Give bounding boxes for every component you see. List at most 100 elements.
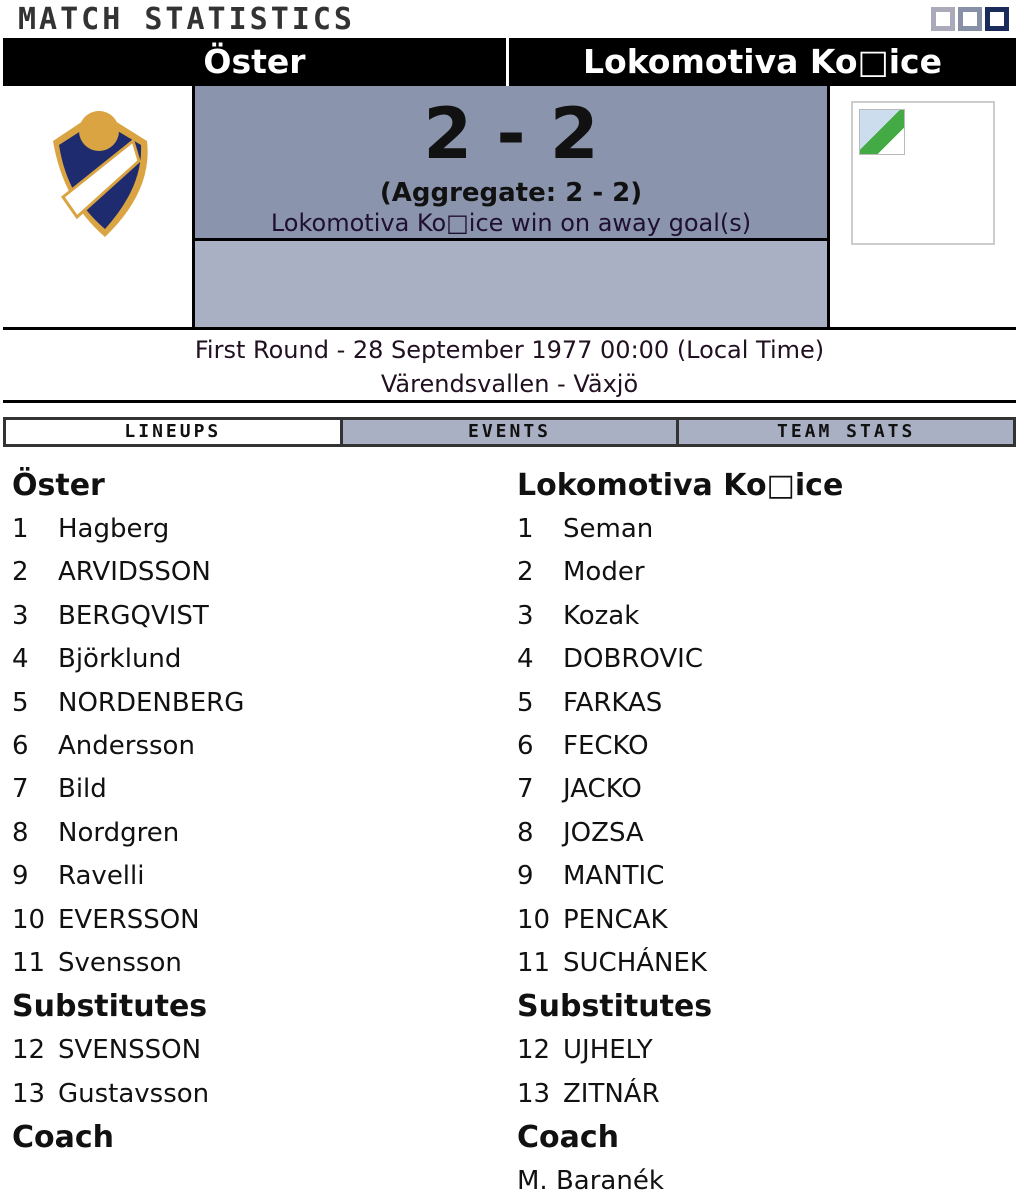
player-name[interactable]: NORDENBERG: [58, 687, 245, 718]
player-row: 10 EVERSSON: [12, 899, 502, 942]
coach-name: M. Baranék: [517, 1166, 664, 1197]
player-name[interactable]: FECKO: [563, 730, 649, 761]
player-row: 2 ARVIDSSON: [12, 551, 502, 594]
broken-image-icon: [859, 109, 905, 155]
player-name[interactable]: Gustavsson: [58, 1078, 210, 1109]
player-name[interactable]: Andersson: [58, 730, 195, 761]
shirt-number: 13: [517, 1078, 551, 1109]
player-row: 13 Gustavsson: [12, 1073, 502, 1116]
round-date: First Round - 28 September 1977 00:00 (L…: [194, 336, 825, 364]
restore-icon[interactable]: [958, 7, 982, 31]
player-name[interactable]: UJHELY: [563, 1035, 653, 1066]
player-name[interactable]: MANTIC: [563, 861, 665, 892]
shirt-number: 5: [517, 687, 534, 718]
player-name[interactable]: JACKO: [563, 774, 642, 805]
player-name[interactable]: Svensson: [58, 947, 182, 978]
player-name[interactable]: ZITNÁR: [563, 1078, 660, 1109]
shirt-number: 9: [12, 861, 29, 892]
minimize-icon[interactable]: [931, 7, 955, 31]
player-name[interactable]: Moder: [563, 557, 645, 588]
away-team-name[interactable]: Lokomotiva Ko□ice: [583, 42, 942, 81]
player-row: 5 NORDENBERG: [12, 682, 502, 725]
home-team-logo: [53, 111, 148, 237]
shirt-number: 1: [12, 514, 29, 544]
player-name[interactable]: Kozak: [563, 600, 640, 631]
shirt-number: 8: [12, 817, 29, 848]
tab-events[interactable]: Events: [339, 420, 677, 444]
shirt-number: 12: [12, 1035, 46, 1066]
shirt-number: 4: [12, 644, 29, 675]
tab-lineups[interactable]: Lineups: [6, 420, 340, 444]
substitutes-heading: Substitutes: [517, 989, 713, 1025]
player-name[interactable]: Björklund: [58, 644, 182, 675]
player-name[interactable]: Hagberg: [58, 514, 170, 544]
team-heading: Lokomotiva Ko□ice: [517, 468, 844, 503]
player-name[interactable]: Bild: [58, 774, 107, 805]
tab-team-stats[interactable]: Team Stats: [676, 420, 1014, 444]
shirt-number: 7: [517, 774, 534, 805]
page-title: Match Statistics: [18, 2, 355, 37]
shirt-number: 11: [12, 947, 46, 978]
player-name[interactable]: EVERSSON: [58, 904, 200, 935]
player-name[interactable]: Seman: [563, 514, 654, 544]
shirt-number: 10: [12, 904, 46, 935]
player-row: 11 Svensson: [12, 942, 502, 985]
player-name[interactable]: SVENSSON: [58, 1035, 202, 1066]
player-name[interactable]: JOZSA: [563, 817, 644, 848]
player-name[interactable]: SUCHÁNEK: [563, 947, 707, 978]
player-name[interactable]: FARKAS: [563, 687, 663, 718]
score-box: 2 - 2 (Aggregate: 2 - 2) Lokomotiva Ko□i…: [192, 86, 830, 330]
away-lineup: Lokomotiva Ko□ice 1 Seman 2 Moder 3 Kozak 4 DOBR…: [517, 464, 1007, 1203]
player-row: 3 Kozak: [517, 595, 1007, 638]
player-row: 13 ZITNÁR: [517, 1073, 1007, 1116]
player-name[interactable]: DOBROVIC: [563, 644, 704, 675]
window-controls: [931, 7, 1009, 31]
player-name[interactable]: Nordgren: [58, 817, 180, 848]
shirt-number: 10: [517, 904, 551, 935]
player-row: 2 Moder: [517, 551, 1007, 594]
player-name[interactable]: BERGQVIST: [58, 600, 209, 631]
player-name[interactable]: ARVIDSSON: [58, 557, 211, 588]
player-row: 4 Björklund: [12, 638, 502, 681]
player-row: 11 SUCHÁNEK: [517, 942, 1007, 985]
away-team-logo: [851, 101, 995, 245]
player-row: 6 FECKO: [517, 725, 1007, 768]
score-panel: 2 - 2 (Aggregate: 2 - 2) Lokomotiva Ko□i…: [3, 86, 1016, 330]
player-row: 8 JOZSA: [517, 812, 1007, 855]
player-name[interactable]: Ravelli: [58, 861, 145, 892]
player-row: 9 MANTIC: [517, 855, 1007, 898]
player-row: 10 PENCAK: [517, 899, 1007, 942]
home-team-name[interactable]: Öster: [3, 38, 509, 86]
shirt-number: 6: [12, 730, 29, 761]
team-heading: Öster: [12, 468, 105, 503]
player-row: 5 FARKAS: [517, 682, 1007, 725]
player-row: 12 SVENSSON: [12, 1029, 502, 1072]
shirt-number: 2: [12, 557, 29, 588]
shirt-number: 13: [12, 1078, 46, 1109]
shirt-number: 3: [517, 600, 534, 631]
coach-heading: Coach: [517, 1120, 620, 1156]
shirt-number: 6: [517, 730, 534, 761]
coach-name: [12, 1160, 502, 1203]
shirt-number: 12: [517, 1035, 551, 1066]
events-area: [195, 241, 827, 327]
player-row: 1 Seman: [517, 508, 1007, 551]
shirt-number: 3: [12, 600, 29, 631]
shirt-number: 11: [517, 947, 551, 978]
venue: Värendsvallen - Växjö: [380, 370, 639, 398]
shirt-number: 8: [517, 817, 534, 848]
player-row: 8 Nordgren: [12, 812, 502, 855]
substitutes-heading: Substitutes: [12, 989, 208, 1025]
shirt-number: 7: [12, 774, 29, 805]
shirt-number: 9: [517, 861, 534, 892]
player-row: 4 DOBROVIC: [517, 638, 1007, 681]
result-note: Lokomotiva Ko□ice win on away goal(s): [270, 209, 752, 237]
coach-heading: Coach: [12, 1120, 115, 1156]
player-name[interactable]: PENCAK: [563, 904, 668, 935]
player-row: 12 UJHELY: [517, 1029, 1007, 1072]
shirt-number: 5: [12, 687, 29, 718]
team-bar: Öster Lokomotiva Ko□ice: [3, 38, 1016, 86]
player-row: 7 Bild: [12, 768, 502, 811]
match-info: First Round - 28 September 1977 00:00 (L…: [3, 333, 1016, 403]
maximize-icon[interactable]: [985, 7, 1009, 31]
